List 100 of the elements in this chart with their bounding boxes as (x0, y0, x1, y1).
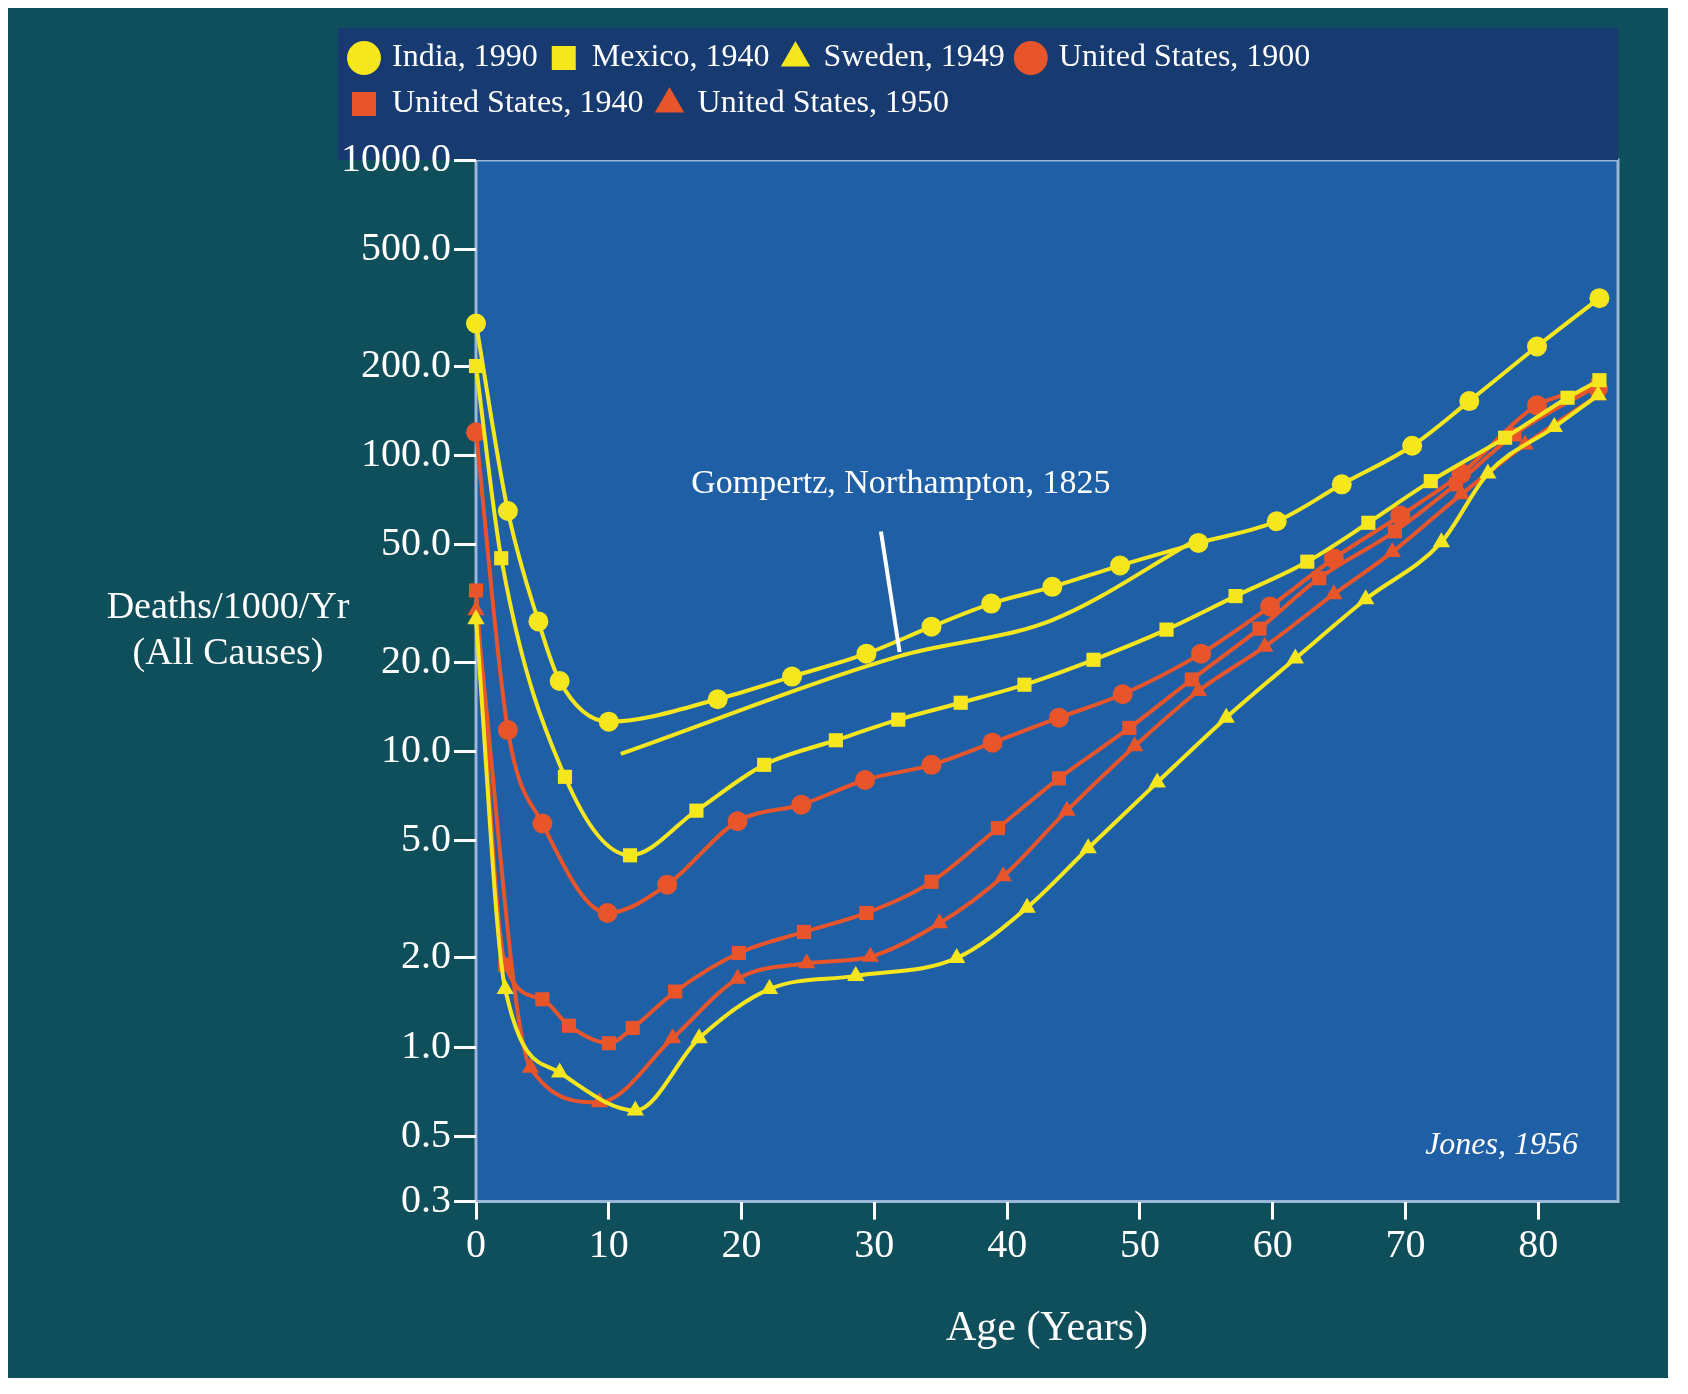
point (657, 874, 678, 895)
point (856, 643, 877, 664)
y-tick-label: 20.0 (381, 636, 451, 682)
point (1042, 576, 1063, 597)
point (796, 924, 812, 940)
point (601, 1036, 616, 1051)
point (1051, 771, 1067, 786)
point (1402, 435, 1423, 456)
point (1228, 589, 1243, 604)
point (861, 946, 880, 962)
point (468, 583, 484, 598)
point (1331, 474, 1352, 495)
text: Gompertz, Northampton, 1825 (691, 463, 1111, 501)
point (731, 945, 746, 961)
point (1361, 515, 1376, 530)
y-tick-label: 50.0 (381, 519, 451, 565)
point (1390, 505, 1411, 526)
point (859, 905, 874, 921)
point (1592, 373, 1607, 388)
point (557, 769, 573, 784)
y-tick-label: 0.5 (401, 1110, 451, 1156)
point (1589, 288, 1610, 309)
point (521, 1057, 540, 1073)
point (891, 712, 906, 727)
point (467, 609, 485, 625)
point (1159, 622, 1174, 637)
point (953, 695, 968, 710)
legend-label: India, 1990 (392, 37, 538, 74)
point (497, 500, 518, 521)
legend-label: United States, 1940 (392, 83, 644, 120)
point (782, 666, 803, 687)
point (847, 965, 865, 981)
point (1357, 589, 1375, 605)
point (690, 1028, 708, 1044)
point (1148, 772, 1166, 788)
y-tick-label: 500.0 (361, 223, 451, 269)
point (1122, 720, 1137, 735)
point (668, 984, 683, 999)
x-tick-label: 10 (588, 1221, 629, 1267)
legend-label: United States, 1900 (1058, 37, 1311, 74)
point (689, 803, 704, 818)
point (728, 968, 747, 984)
legend-label: United States, 1950 (697, 83, 950, 120)
point (855, 769, 876, 790)
legend-label: Mexico, 1940 (591, 37, 770, 74)
point (1498, 430, 1513, 445)
point (549, 670, 570, 691)
point (757, 757, 772, 772)
point (921, 616, 942, 637)
point (990, 821, 1005, 836)
x-axis-title: Age (Years) (945, 1302, 1149, 1350)
y-tick-label: 100.0 (361, 430, 451, 476)
point (1323, 548, 1344, 569)
point (535, 992, 550, 1007)
point (1125, 736, 1144, 752)
legend-label: Sweden, 1949 (823, 37, 1005, 74)
point (1018, 897, 1036, 913)
point (1459, 391, 1480, 412)
point (1387, 524, 1402, 539)
y-tick-label: 5.0 (401, 814, 451, 860)
x-tick-label: 40 (987, 1221, 1028, 1267)
x-tick-label: 50 (1119, 1221, 1160, 1267)
x-tick-label: 60 (1252, 1221, 1293, 1267)
point (597, 902, 618, 923)
y-tick-label: 2.0 (401, 932, 451, 978)
point (1188, 532, 1209, 553)
x-tick-label: 80 (1518, 1221, 1559, 1267)
point (1423, 474, 1438, 489)
point (1560, 390, 1575, 405)
point (981, 593, 1002, 614)
point (921, 754, 942, 775)
point (561, 1018, 577, 1033)
point (494, 551, 509, 566)
point (1058, 800, 1076, 816)
point (791, 794, 812, 815)
point (994, 866, 1012, 882)
y-axis-title: Deaths/1000/Yr (All Causes) (106, 583, 350, 673)
point (1252, 621, 1267, 636)
point (1266, 511, 1287, 532)
point (1017, 677, 1032, 692)
point (1383, 542, 1401, 558)
point (1191, 643, 1212, 664)
x-tick-label: 0 (466, 1221, 486, 1267)
point (1300, 554, 1315, 569)
x-tick-label: 70 (1385, 1221, 1426, 1267)
point (1079, 838, 1097, 854)
point (948, 948, 966, 963)
point (982, 732, 1003, 753)
point (622, 848, 638, 863)
point (551, 1062, 569, 1078)
point (532, 813, 553, 834)
x-tick-label: 20 (721, 1221, 762, 1267)
point (727, 811, 748, 832)
point (497, 720, 518, 741)
point (1325, 584, 1343, 600)
x-tick-label: 30 (854, 1221, 895, 1267)
point (828, 733, 843, 748)
y-tick-label: 1000.0 (341, 134, 451, 180)
point (1112, 684, 1133, 705)
y-tick-label: 1.0 (401, 1021, 451, 1067)
